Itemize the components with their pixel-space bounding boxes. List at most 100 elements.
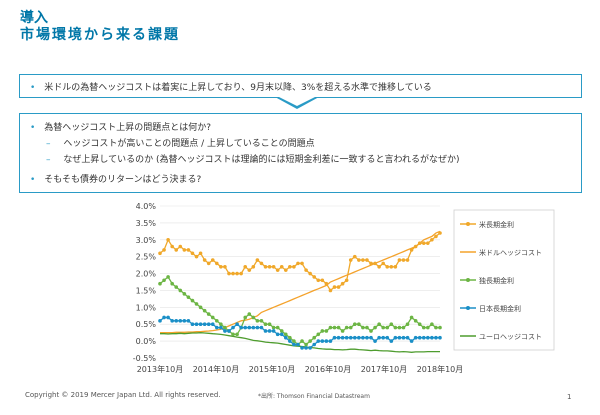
data-point: [332, 335, 337, 340]
y-tick-label: 2.5%: [136, 253, 157, 262]
data-point: [413, 335, 418, 340]
data-point: [300, 339, 304, 343]
x-tick-label: 2014年10月: [193, 364, 240, 374]
data-point: [182, 248, 187, 252]
data-point: [409, 339, 414, 343]
summary-text: 米ドルの為替ヘッジコストは着実に上昇しており、9月末以降、3%を超える水準で推移…: [44, 83, 432, 93]
data-point: [178, 244, 183, 249]
data-point: [393, 335, 398, 340]
y-tick-label: 0.5%: [136, 320, 157, 329]
dash-icon: –: [46, 155, 51, 165]
data-point: [381, 261, 385, 266]
yield-chart: 4.0% 3.5% 3.0% 2.5% 2.0% 1.5% 1.0% 0.5% 0.0% -0.5…: [133, 202, 555, 374]
data-point: [300, 261, 304, 266]
data-point: [385, 335, 390, 340]
data-point: [417, 241, 422, 245]
data-point: [348, 258, 353, 262]
data-point: [263, 265, 268, 269]
series-line: [160, 230, 441, 334]
data-point: [344, 335, 349, 340]
data-point: [267, 329, 272, 333]
data-point: [361, 335, 365, 340]
data-point: [194, 254, 199, 259]
data-point: [413, 244, 418, 249]
x-tick-label: 2015年10月: [249, 364, 296, 374]
data-point: [438, 231, 442, 235]
data-point: [219, 265, 223, 269]
data-point: [198, 322, 203, 327]
data-point: [352, 335, 357, 340]
data-point: [373, 261, 377, 266]
question-1-sub-1: ヘッジコストが高いことの問題点 / 上昇していることの問題点: [63, 139, 315, 149]
dash-icon: –: [46, 139, 51, 149]
data-point: [243, 315, 248, 320]
data-point: [166, 315, 170, 320]
data-point: [430, 322, 434, 327]
data-point: [365, 258, 369, 262]
data-point: [304, 342, 308, 347]
data-point: [401, 258, 406, 262]
data-point: [243, 265, 248, 269]
data-point: [255, 258, 260, 262]
series-line: [159, 275, 440, 346]
data-point: [174, 319, 179, 323]
data-point: [357, 335, 361, 340]
data-point: [279, 332, 284, 337]
data-point: [397, 258, 402, 262]
data-point: [434, 234, 438, 239]
data-point: [202, 258, 207, 262]
data-point: [426, 335, 430, 340]
data-point: [227, 271, 231, 276]
data-point: [263, 329, 268, 333]
data-point: [170, 319, 174, 323]
data-point: [324, 339, 329, 343]
data-point: [373, 325, 377, 330]
data-point: [405, 322, 410, 327]
data-point: [162, 278, 166, 283]
data-point: [243, 325, 248, 330]
data-point: [352, 322, 357, 327]
data-point: [430, 237, 434, 242]
data-point: [389, 339, 394, 343]
section-kicker: 導入: [20, 10, 48, 26]
y-tick-label: 0.0%: [136, 337, 157, 346]
data-point: [377, 322, 381, 327]
data-point: [296, 342, 300, 347]
page-number: 1: [567, 393, 572, 401]
data-point: [283, 268, 288, 272]
copyright: Copyright © 2019 Mercer Japan Ltd. All r…: [25, 391, 221, 399]
data-point: [182, 319, 187, 323]
data-point: [328, 339, 333, 343]
data-point: [186, 319, 191, 323]
data-point: [389, 322, 394, 327]
data-point: [190, 298, 195, 303]
data-point: [430, 335, 434, 340]
legend-swatch-marker: [466, 222, 470, 226]
data-point: [251, 325, 256, 330]
data-point: [438, 335, 442, 340]
data-point: [174, 248, 179, 252]
data-point: [409, 315, 414, 320]
data-point: [393, 325, 398, 330]
data-point: [421, 325, 426, 330]
x-tick-label: 2018年10月: [417, 364, 464, 374]
data-point: [348, 325, 353, 330]
data-point: [369, 261, 373, 266]
data-point: [377, 335, 381, 340]
data-point: [158, 319, 162, 323]
data-point: [369, 329, 373, 333]
page-title: 市場環境から来る課題: [20, 27, 180, 43]
data-point: [170, 281, 174, 286]
data-point: [292, 265, 296, 269]
data-point: [438, 325, 442, 330]
y-tick-label: 1.0%: [136, 303, 157, 312]
data-point: [198, 305, 203, 310]
data-point: [198, 251, 203, 256]
down-arrow-icon-inner: [277, 96, 317, 106]
data-point: [336, 335, 341, 340]
data-point: [275, 325, 280, 330]
legend-label: 独長期金利: [479, 276, 514, 285]
data-point: [210, 322, 215, 327]
data-point: [288, 265, 292, 269]
